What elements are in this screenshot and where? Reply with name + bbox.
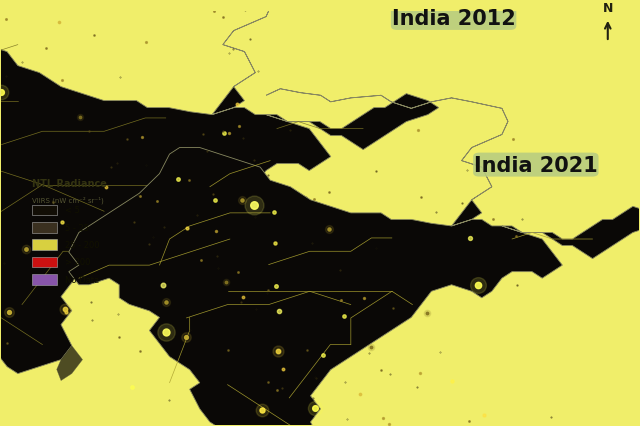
Text: India 2021: India 2021	[474, 155, 598, 175]
Bar	[32, 205, 57, 216]
Text: NTL Radiance: NTL Radiance	[32, 178, 107, 188]
Polygon shape	[69, 89, 563, 426]
Text: 25 - 200: 25 - 200	[65, 241, 100, 250]
Text: No Data: No Data	[65, 275, 99, 284]
Text: < 5: < 5	[65, 206, 80, 215]
Bar	[32, 274, 57, 285]
Text: VIIRS (nW cm⁻² sr⁻¹): VIIRS (nW cm⁻² sr⁻¹)	[32, 196, 104, 203]
Text: 5 - 25: 5 - 25	[65, 223, 89, 232]
FancyBboxPatch shape	[473, 153, 598, 177]
Text: N: N	[603, 2, 613, 15]
Text: India 2012: India 2012	[392, 9, 515, 29]
Polygon shape	[502, 207, 640, 259]
Polygon shape	[266, 95, 438, 150]
Bar	[32, 222, 57, 233]
Bar	[32, 257, 57, 268]
Text: > 200: > 200	[65, 258, 90, 267]
Polygon shape	[57, 346, 83, 381]
FancyBboxPatch shape	[391, 7, 516, 31]
Polygon shape	[0, 0, 331, 374]
Bar	[32, 240, 57, 250]
